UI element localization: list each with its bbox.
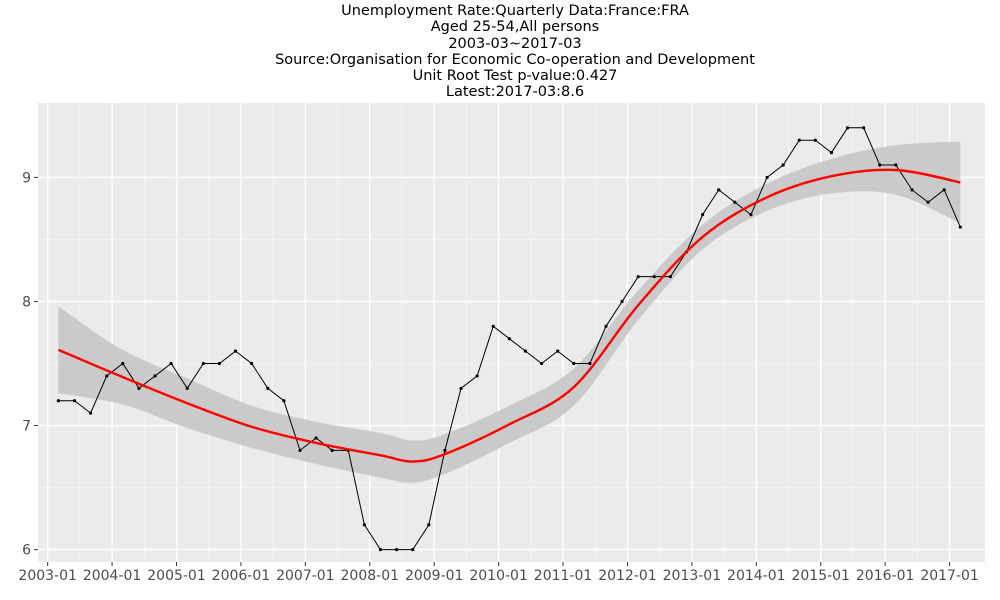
data-point: [169, 361, 173, 366]
trend-line: [57, 168, 961, 463]
y-tick-label: 8: [22, 294, 31, 310]
x-tick-label: 2014-01: [727, 568, 786, 584]
data-point: [233, 349, 238, 353]
x-tick-label: 2013-01: [663, 568, 722, 584]
data-point: [217, 361, 222, 366]
data-point: [282, 399, 286, 403]
data-point: [829, 151, 834, 155]
x-tick-label: 2009-01: [405, 568, 464, 584]
chart-title: Unemployment Rate:Quarterly Data:France:…: [0, 3, 1000, 101]
data-point: [894, 163, 898, 167]
data-point: [539, 361, 544, 366]
data-point: [491, 324, 495, 328]
y-tick-label: 9: [22, 170, 31, 186]
data-point: [507, 337, 511, 341]
data-point: [362, 523, 367, 527]
x-tick-label: 2016-01: [856, 568, 915, 584]
data-point: [523, 349, 528, 353]
data-point: [765, 175, 769, 180]
data-point: [411, 547, 415, 552]
x-tick-label: 2006-01: [212, 568, 271, 584]
title-line: Aged 25-54,All persons: [430, 19, 600, 36]
data-point: [717, 188, 721, 192]
data-point: [862, 126, 866, 130]
data-point: [395, 547, 399, 552]
data-point: [910, 188, 914, 192]
data-point: [266, 386, 270, 390]
data-point: [636, 275, 640, 279]
data-point: [926, 200, 930, 204]
data-point: [668, 275, 673, 279]
title-line: 2003-03~2017-03: [448, 35, 582, 52]
data-point: [298, 448, 302, 452]
confidence-band: [58, 141, 961, 483]
x-tick-label: 2007-01: [276, 568, 335, 584]
data-point: [733, 200, 737, 204]
data-point: [330, 448, 334, 452]
data-point: [443, 448, 447, 452]
x-tick-label: 2015-01: [791, 568, 850, 584]
data-point: [781, 163, 785, 167]
data-point: [201, 361, 205, 366]
data-point: [572, 361, 576, 366]
data-point: [475, 374, 479, 378]
data-point: [72, 399, 77, 403]
title-line: Source:Organisation for Economic Co-oper…: [275, 51, 755, 68]
x-tick-label: 2010-01: [469, 568, 528, 584]
y-tick-label: 6: [22, 543, 31, 559]
x-tick-label: 2003-01: [18, 568, 77, 584]
data-point: [427, 523, 431, 527]
data-point: [652, 275, 656, 279]
title-line: Latest:2017-03:8.6: [445, 84, 585, 101]
x-tick-label: 2011-01: [534, 568, 593, 584]
data-point: [813, 138, 817, 142]
y-tick-label: 7: [22, 419, 31, 435]
title-line: Unemployment Rate:Quarterly Data:France:…: [341, 3, 689, 19]
data-point: [121, 361, 125, 366]
data-point: [797, 138, 801, 142]
x-tick-label: 2008-01: [341, 568, 400, 584]
x-tick-label: 2005-01: [147, 568, 206, 584]
x-tick-label: 2012-01: [598, 568, 657, 584]
data-point: [314, 436, 318, 440]
x-tick-label: 2004-01: [83, 568, 142, 584]
data-point: [250, 361, 254, 366]
data-point: [845, 126, 850, 130]
data-point: [137, 386, 141, 390]
data-point: [604, 324, 608, 328]
data-point: [942, 188, 946, 192]
data-point: [749, 213, 753, 217]
x-tick-label: 2017-01: [920, 568, 979, 584]
data-point: [459, 386, 463, 390]
data-point: [556, 349, 560, 353]
data-point: [89, 411, 93, 415]
data-point: [878, 163, 882, 167]
data-point: [588, 361, 592, 366]
data-point: [56, 399, 61, 403]
data-point: [185, 386, 189, 390]
data-point: [620, 299, 624, 304]
title-line: Unit Root Test p-value:0.427: [412, 68, 618, 85]
data-point: [701, 213, 705, 217]
data-point: [153, 374, 157, 378]
data-point: [958, 225, 962, 229]
data-point: [378, 547, 383, 552]
data-point: [105, 374, 109, 378]
